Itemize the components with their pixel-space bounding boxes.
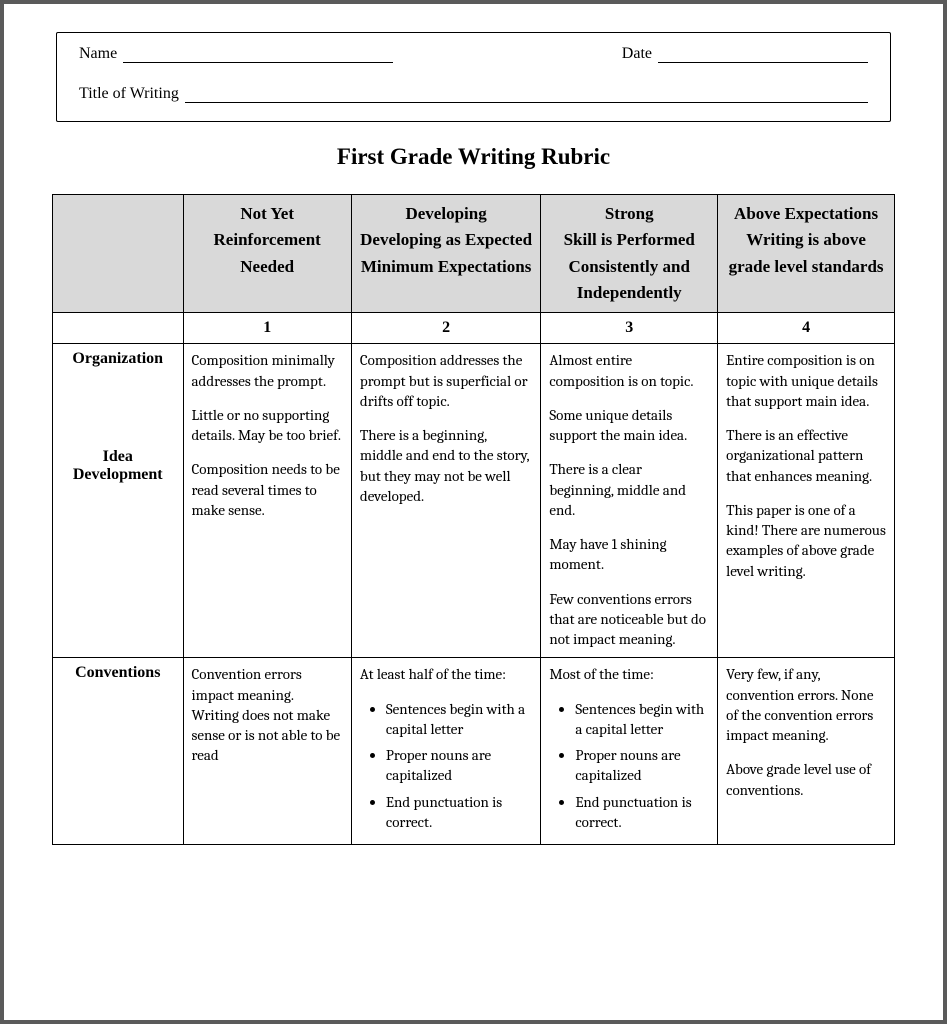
text-para: Few conventions errors that are noticeab…: [549, 589, 709, 650]
conv-col4: Very few, if any, convention errors. Non…: [718, 658, 895, 845]
score-1: 1: [183, 313, 351, 344]
header-empty: [53, 195, 184, 313]
col-subtitle: Developing as Expected Minimum Expectati…: [360, 227, 532, 280]
name-label: Name: [79, 45, 117, 63]
text-para: Above grade level use of conventions.: [726, 759, 886, 800]
text-para: There is a beginning, middle and end to …: [360, 425, 532, 506]
conv-col2: At least half of the time: Sentences beg…: [351, 658, 540, 845]
header-row-2: Title of Writing: [79, 85, 868, 103]
date-blank-line: [658, 47, 868, 63]
header-row-1: Name Date: [79, 45, 868, 63]
col-header-3: Strong Skill is Performed Consistently a…: [541, 195, 718, 313]
text-para: Composition addresses the prompt but is …: [360, 350, 532, 411]
list-item: Proper nouns are capitalized: [575, 745, 709, 786]
col-title: Above Expectations: [726, 201, 886, 227]
org-col1: Composition minimally addresses the prom…: [183, 344, 351, 658]
org-col3: Almost entire composition is on topic. S…: [541, 344, 718, 658]
org-col4: Entire composition is on topic with uniq…: [718, 344, 895, 658]
row-label-conventions: Conventions: [53, 658, 184, 845]
text-para: There is an effective organizational pat…: [726, 425, 886, 486]
conv-col1: Convention errors impact meaning. Writin…: [183, 658, 351, 845]
page-title: First Grade Writing Rubric: [52, 144, 895, 170]
score-3: 3: [541, 313, 718, 344]
rubric-table: Not Yet Reinforcement Needed Developing …: [52, 194, 895, 845]
title-of-writing-label: Title of Writing: [79, 85, 179, 103]
header-box: Name Date Title of Writing: [56, 32, 891, 122]
score-4: 4: [718, 313, 895, 344]
col-title: Developing: [360, 201, 532, 227]
title-blank-line: [185, 87, 868, 103]
lead-text: At least half of the time:: [360, 664, 532, 684]
score-row: 1 2 3 4: [53, 313, 895, 344]
text-para: Composition minimally addresses the prom…: [192, 350, 343, 391]
text-para: Composition needs to be read several tim…: [192, 459, 343, 520]
list-item: Sentences begin with a capital letter: [386, 699, 532, 740]
col-subtitle: Skill is Performed Consistently and Inde…: [549, 227, 709, 306]
row-label-part1: Organization: [61, 350, 175, 368]
list-item: Sentences begin with a capital letter: [575, 699, 709, 740]
list-item: Proper nouns are capitalized: [386, 745, 532, 786]
lead-text: Most of the time:: [549, 664, 709, 684]
text-para: Very few, if any, convention errors. Non…: [726, 664, 886, 745]
name-field: Name: [79, 45, 393, 63]
conv-col3: Most of the time: Sentences begin with a…: [541, 658, 718, 845]
bullet-list: Sentences begin with a capital letter Pr…: [549, 699, 709, 833]
page: Name Date Title of Writing First Grade W…: [4, 4, 943, 1020]
text-para: Little or no supporting details. May be …: [192, 405, 343, 446]
text-para: Some unique details support the main ide…: [549, 405, 709, 446]
score-2: 2: [351, 313, 540, 344]
row-organization: Organization Idea Development Compositio…: [53, 344, 895, 658]
col-subtitle: Reinforcement Needed: [192, 227, 343, 280]
list-item: End punctuation is correct.: [386, 792, 532, 833]
row-label-organization: Organization Idea Development: [53, 344, 184, 658]
date-label: Date: [622, 45, 652, 63]
col-header-1: Not Yet Reinforcement Needed: [183, 195, 351, 313]
col-subtitle: Writing is above grade level standards: [726, 227, 886, 280]
text-para: May have 1 shining moment.: [549, 534, 709, 575]
text-para: This paper is one of a kind! There are n…: [726, 500, 886, 581]
col-header-4: Above Expectations Writing is above grad…: [718, 195, 895, 313]
org-col2: Composition addresses the prompt but is …: [351, 344, 540, 658]
list-item: End punctuation is correct.: [575, 792, 709, 833]
row-conventions: Conventions Convention errors impact mea…: [53, 658, 895, 845]
score-empty: [53, 313, 184, 344]
row-label-part2: Idea Development: [61, 448, 175, 484]
date-field: Date: [622, 45, 868, 63]
text-para: Almost entire composition is on topic.: [549, 350, 709, 391]
col-header-2: Developing Developing as Expected Minimu…: [351, 195, 540, 313]
name-blank-line: [123, 47, 393, 63]
col-title: Strong: [549, 201, 709, 227]
header-row: Not Yet Reinforcement Needed Developing …: [53, 195, 895, 313]
col-title: Not Yet: [192, 201, 343, 227]
bullet-list: Sentences begin with a capital letter Pr…: [360, 699, 532, 833]
text-para: Convention errors impact meaning. Writin…: [192, 664, 343, 765]
text-para: There is a clear beginning, middle and e…: [549, 459, 709, 520]
text-para: Entire composition is on topic with uniq…: [726, 350, 886, 411]
